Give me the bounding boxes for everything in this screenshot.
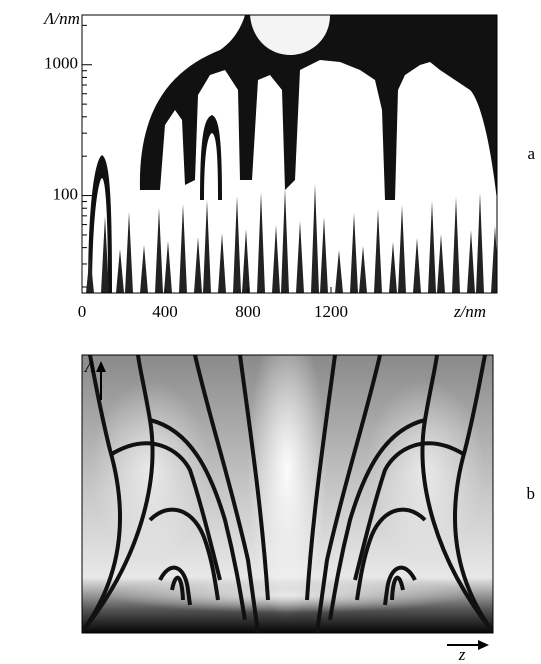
texture	[140, 245, 148, 293]
panel-label: b	[527, 484, 536, 503]
texture	[491, 226, 497, 293]
texture	[413, 238, 421, 293]
texture	[155, 208, 163, 293]
arrow-head	[96, 361, 106, 372]
x-axis-label: z	[458, 645, 466, 664]
texture	[437, 234, 445, 293]
texture	[467, 230, 475, 293]
texture	[311, 184, 319, 293]
texture	[428, 201, 436, 293]
texture	[257, 192, 265, 293]
plot-frame	[81, 14, 498, 294]
map-image-a	[82, 15, 497, 293]
x-tick-label: 0	[78, 302, 87, 321]
texture	[296, 221, 304, 293]
texture	[233, 196, 241, 293]
texture	[350, 213, 358, 293]
texture	[203, 200, 211, 293]
texture	[476, 193, 484, 293]
y-axis-label: Λ	[83, 357, 96, 376]
x-tick-label: 800	[235, 302, 261, 321]
texture	[101, 216, 109, 293]
x-tick-label: 400	[152, 302, 178, 321]
y-tick-label: 100	[53, 184, 79, 203]
x-tick-label: 1200	[314, 302, 348, 321]
map-image-b	[82, 355, 493, 633]
texture	[320, 217, 328, 293]
texture	[389, 242, 397, 293]
texture	[116, 249, 124, 293]
plot-frame	[81, 354, 494, 634]
texture	[335, 250, 343, 293]
texture	[398, 205, 406, 293]
texture	[164, 241, 172, 293]
texture	[281, 188, 289, 293]
texture	[179, 204, 187, 293]
texture	[218, 233, 226, 293]
texture	[374, 209, 382, 293]
y-tick-label: 1000	[44, 54, 78, 73]
panel-label: a	[527, 144, 535, 163]
y-axis-label: Λ/nm	[42, 9, 80, 28]
texture	[242, 229, 250, 293]
texture	[359, 246, 367, 293]
arrow-head	[478, 640, 489, 650]
texture	[452, 197, 460, 293]
x-axis-label: z/nm	[453, 302, 486, 321]
texture	[86, 253, 94, 293]
texture	[194, 237, 202, 293]
texture	[125, 212, 133, 293]
texture	[272, 225, 280, 293]
